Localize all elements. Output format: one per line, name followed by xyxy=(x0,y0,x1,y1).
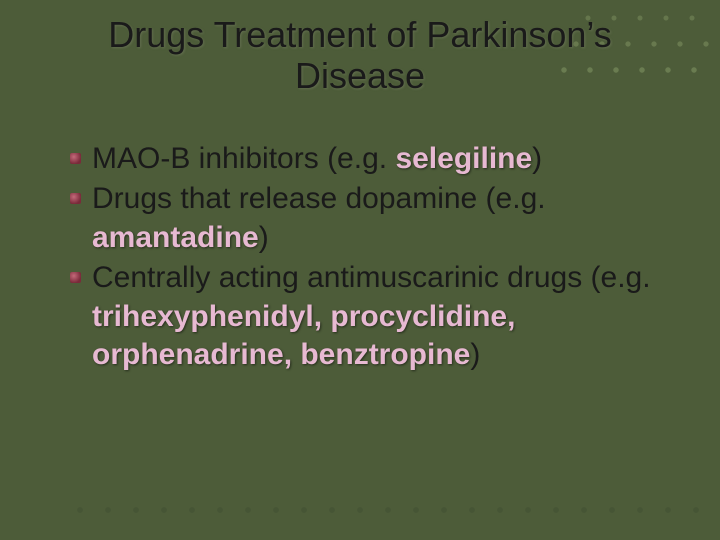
slide: Drugs Treatment of Parkinson’s Disease M… xyxy=(0,0,720,540)
bullet-text-post: ) xyxy=(259,221,269,254)
slide-title: Drugs Treatment of Parkinson’s Disease xyxy=(40,14,680,97)
bullet-icon xyxy=(70,272,81,283)
bullet-text-pre: Drugs that release dopamine (e.g. xyxy=(92,182,546,215)
list-item: Centrally acting antimuscarinic drugs (e… xyxy=(70,259,670,374)
bullet-text-post: ) xyxy=(470,338,480,371)
list-item: MAO-B inhibitors (e.g. selegiline) xyxy=(70,140,670,178)
bullet-text-pre: Centrally acting antimuscarinic drugs (e… xyxy=(92,261,651,294)
drug-name: selegiline xyxy=(395,142,532,175)
list-item: Drugs that release dopamine (e.g. amanta… xyxy=(70,180,670,257)
bullet-icon xyxy=(70,193,81,204)
bullet-text-pre: MAO-B inhibitors (e.g. xyxy=(92,142,395,175)
drug-name: trihexyphenidyl, procyclidine, orphenadr… xyxy=(92,300,515,371)
bullet-icon xyxy=(70,153,81,164)
slide-body: MAO-B inhibitors (e.g. selegiline) Drugs… xyxy=(70,140,670,376)
bullet-text-post: ) xyxy=(532,142,542,175)
drug-name: amantadine xyxy=(92,221,259,254)
